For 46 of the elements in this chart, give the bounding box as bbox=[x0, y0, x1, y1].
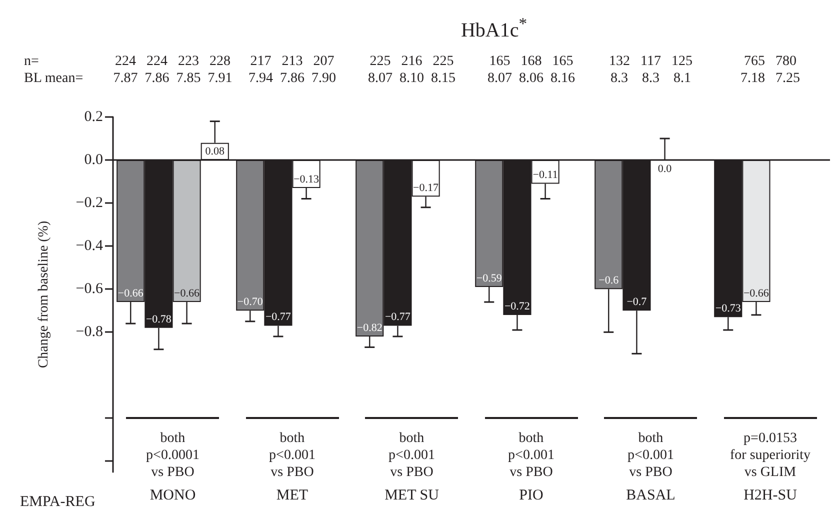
data-label: −0.11 bbox=[532, 169, 558, 182]
x-tick-label: PIO bbox=[519, 488, 544, 504]
data-label: −0.66 bbox=[118, 288, 144, 300]
annotation: both p<0.001 vs PBO bbox=[507, 430, 556, 482]
data-label: −0.66 bbox=[174, 288, 200, 300]
data-label: −0.70 bbox=[237, 296, 264, 308]
y-tick-label: 0.0 bbox=[84, 152, 103, 168]
text: EMPA-REG bbox=[20, 494, 96, 511]
chart-title: HbA1c$^{*}$ bbox=[460, 13, 528, 43]
x-tick-label: MONO bbox=[150, 488, 196, 504]
x-tick-label: BASAL bbox=[626, 488, 676, 504]
annotation: both p<0.001 vs PBO bbox=[388, 430, 436, 482]
text: 132 117 125 8.3 8.3 8.1 bbox=[609, 54, 692, 86]
annotation: p=0.0153 for superiority vs GLIM bbox=[729, 430, 812, 482]
data-label: 0.0 bbox=[658, 163, 672, 176]
data-label: −0.13 bbox=[294, 174, 320, 186]
y-axis-title: Change from baseline (%) bbox=[36, 220, 52, 368]
annotation: both p<0.0001 vs PBO bbox=[145, 430, 200, 482]
data-label: −0.6 bbox=[598, 274, 620, 287]
data-label: −0.78 bbox=[146, 313, 172, 326]
y-tick-label: −0.4 bbox=[76, 238, 104, 254]
annotation: both p<0.001 vs PBO bbox=[626, 430, 675, 482]
y-tick-label: −0.6 bbox=[76, 281, 104, 298]
x-tick-label: H2H-SU bbox=[744, 488, 798, 504]
data-label: −0.73 bbox=[715, 302, 742, 315]
data-label: −0.82 bbox=[356, 322, 382, 334]
y-tick-label: 0.2 bbox=[84, 109, 103, 125]
y-tick-label: −0.8 bbox=[76, 324, 103, 340]
data-label: −0.77 bbox=[265, 311, 292, 324]
text: 217 213 207 7.94 7.86 7.90 bbox=[248, 54, 336, 86]
text: 765 780 7.18 7.25 bbox=[740, 54, 800, 86]
annotation: both p<0.001 vs PBO bbox=[268, 430, 316, 482]
data-label: −0.77 bbox=[384, 311, 411, 324]
x-tick-label: MET bbox=[276, 488, 308, 504]
data-label: 0.08 bbox=[205, 145, 225, 158]
x-tick-label: MET SU bbox=[384, 488, 440, 504]
y-tick-label: −0.2 bbox=[76, 195, 103, 212]
text: 225 216 225 8.07 8.10 8.15 bbox=[368, 54, 456, 86]
text: 165 168 165 8.07 8.06 8.16 bbox=[488, 54, 575, 86]
data-label: −0.17 bbox=[413, 182, 440, 194]
data-label: −0.59 bbox=[476, 272, 502, 284]
data-label: −0.7 bbox=[626, 296, 648, 308]
text: 224 224 223 228 7.87 7.86 7.85 7.91 bbox=[113, 54, 232, 86]
data-label: −0.66 bbox=[743, 288, 770, 300]
data-label: −0.72 bbox=[504, 300, 530, 312]
text: n= BL mean= bbox=[24, 53, 84, 87]
